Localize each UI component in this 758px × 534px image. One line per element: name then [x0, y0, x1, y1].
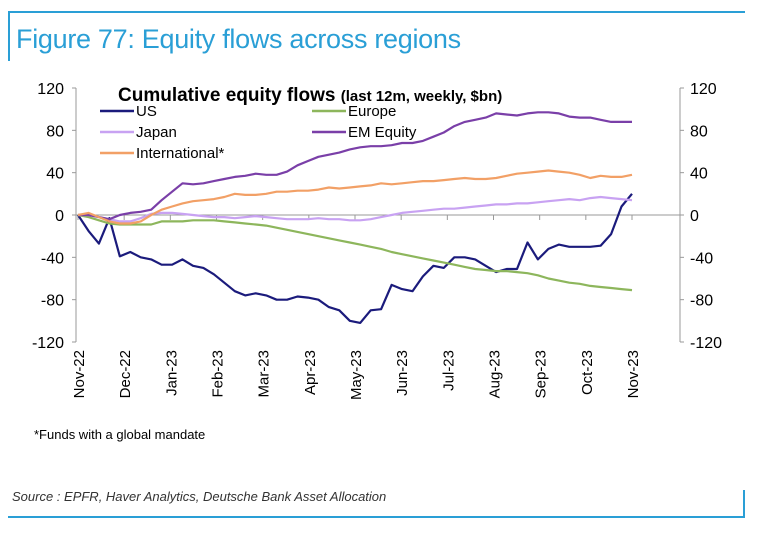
- bottom-rule: [8, 516, 745, 518]
- y2-tick-label: -120: [690, 335, 722, 352]
- x-tick-label: Jul-23: [440, 350, 457, 391]
- y2-tick-label: -40: [690, 250, 713, 267]
- legend-label: US: [136, 103, 157, 120]
- footnote: *Funds with a global mandate: [34, 427, 206, 442]
- x-tick-label: Feb-23: [210, 350, 227, 398]
- y-tick-label: -80: [41, 293, 64, 310]
- y2-tick-label: 40: [690, 166, 708, 183]
- x-tick-label: Apr-23: [302, 350, 319, 395]
- legend-label: EM Equity: [348, 124, 417, 141]
- figure-title: Figure 77: Equity flows across regions: [16, 24, 461, 54]
- bottom-accent-bar: [743, 490, 745, 518]
- legend-label: International*: [136, 145, 225, 162]
- x-tick-label: Nov-23: [625, 350, 642, 398]
- x-tick-label: Mar-23: [256, 350, 273, 398]
- y2-tick-label: 0: [690, 208, 699, 225]
- series-line-japan: [78, 195, 633, 223]
- chart-title-main: Cumulative equity flows: [118, 85, 335, 106]
- chart-title: Cumulative equity flows (last 12m, weekl…: [118, 85, 502, 106]
- legend-label: Europe: [348, 103, 396, 120]
- x-tick-label: Dec-22: [117, 350, 134, 398]
- y-tick-label: 120: [37, 81, 64, 98]
- legend-label: Japan: [136, 124, 177, 141]
- series-line-international-: [77, 169, 633, 225]
- y-tick-label: 40: [46, 166, 64, 183]
- y2-tick-label: 80: [690, 123, 708, 140]
- chart-subtitle: (last 12m, weekly, $bn): [341, 88, 502, 105]
- y2-tick-label: -80: [690, 293, 713, 310]
- x-tick-label: Sep-23: [533, 350, 550, 398]
- x-tick-label: Nov-22: [71, 350, 88, 398]
- y-tick-label: 0: [55, 208, 64, 225]
- x-tick-label: Oct-23: [579, 350, 596, 395]
- y-tick-label: 80: [46, 123, 64, 140]
- y-tick-label: -120: [32, 335, 64, 352]
- top-rule: [8, 11, 745, 13]
- x-tick-label: May-23: [348, 350, 365, 400]
- y2-tick-label: 120: [690, 81, 717, 98]
- x-tick-label: Jan-23: [163, 350, 180, 396]
- series-line-em-equity: [78, 111, 632, 221]
- source-note: Source : EPFR, Haver Analytics, Deutsche…: [12, 489, 387, 504]
- y-tick-label: -40: [41, 250, 64, 267]
- x-tick-label: Aug-23: [487, 350, 504, 398]
- x-tick-label: Jun-23: [394, 350, 411, 396]
- series-line-europe: [77, 213, 633, 292]
- series-line-us: [77, 193, 633, 324]
- title-accent-bar: [8, 11, 10, 61]
